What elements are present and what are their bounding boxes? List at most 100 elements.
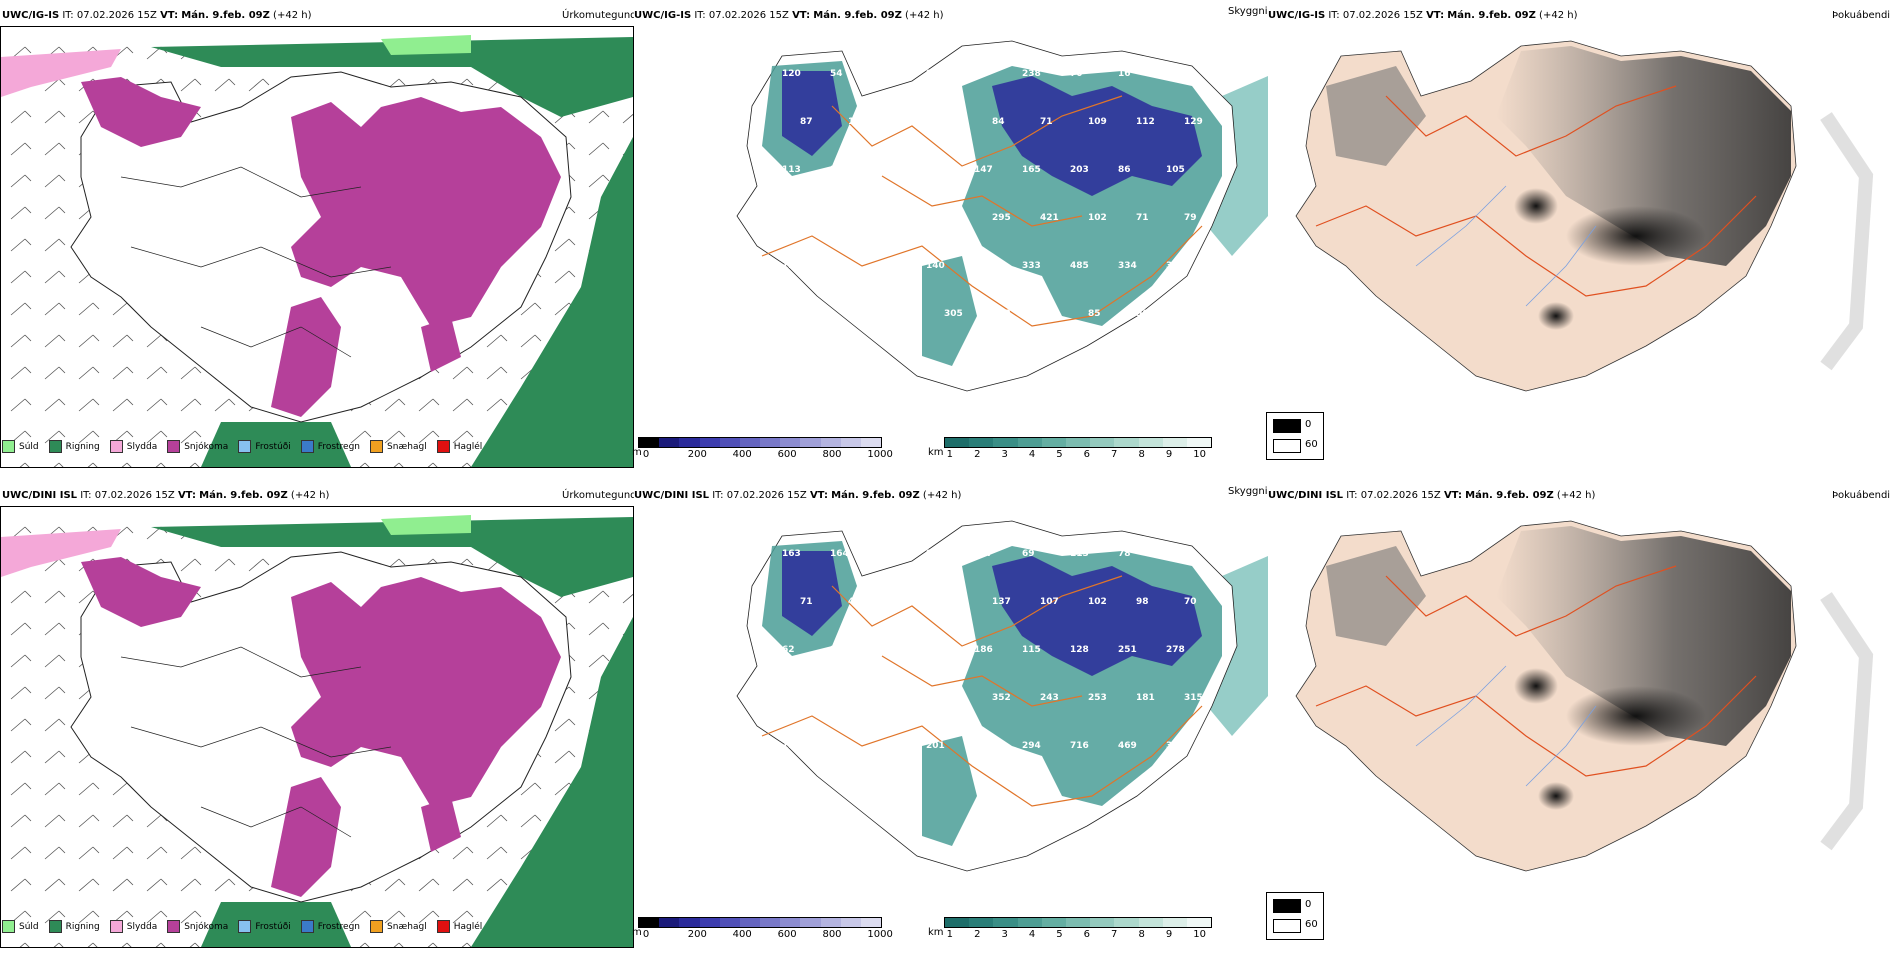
cloud-base-value: 336 <box>1166 741 1185 751</box>
cloud-base-value: 114 <box>878 261 897 271</box>
cloud-base-value: 315 <box>1184 693 1203 703</box>
legend-swatch <box>370 920 384 933</box>
fog-shading-west <box>1326 66 1426 166</box>
snow-area-east <box>421 797 461 852</box>
panel-title: UWC/IG-IS IT: 07.02.2026 15Z VT: Mán. 9.… <box>634 10 944 21</box>
sleet-area <box>1 529 121 577</box>
colorbar-tick: 4 <box>1028 449 1036 460</box>
legend-item: Slydda <box>109 440 158 453</box>
cloud-base-value: 89 <box>896 597 909 607</box>
legend-swatch <box>109 440 123 453</box>
fog-area-small <box>1514 188 1558 224</box>
rain-area-se <box>471 617 633 947</box>
cloud-base-value: 164 <box>830 549 849 559</box>
snow-area-south <box>271 777 341 897</box>
cloud-base-value: 105 <box>848 117 867 127</box>
panel-title: UWC/IG-IS IT: 07.02.2026 15Z VT: Mán. 9.… <box>2 10 312 21</box>
legend-swatch <box>2 920 15 933</box>
rain-area-sw <box>201 902 351 947</box>
colorbar-tick: 3 <box>1001 929 1008 940</box>
cloud-base-value: 251 <box>1118 645 1137 655</box>
rain-area-se <box>471 137 633 467</box>
colorbar-tick: 10 <box>1193 449 1206 460</box>
cloud-base-value: 253 <box>974 741 993 751</box>
colorbar-tick: 8 <box>1138 449 1145 460</box>
cloud-base-value: 94 <box>974 69 987 79</box>
cloud-base-value: 62 <box>782 645 795 655</box>
cloud-base-value: 334 <box>1118 261 1137 271</box>
cloud-base-colorbar: 0 200 400 600 800 1000 m <box>632 437 893 461</box>
fog-area-small <box>1514 668 1558 704</box>
cloud-base-value: 139 <box>800 309 819 319</box>
colorbar-tick: 800 <box>822 929 842 940</box>
roads <box>761 575 1203 807</box>
cloud-base-value: 337 <box>1166 261 1185 271</box>
fog-map[interactable] <box>1266 506 1900 926</box>
panel-title: UWC/DINI ISL IT: 07.02.2026 15Z VT: Mán.… <box>634 490 962 501</box>
cloud-base-value: 102 <box>1088 597 1107 607</box>
legend-label: Slydda <box>126 441 158 452</box>
cloud-base-value: 231 <box>830 357 849 367</box>
cloud-visibility-map[interactable]: 163 164 106 98 187 69 113 78 79 71 42 89 117 137 107 10… <box>632 506 1268 911</box>
cloud-base-value: 335 <box>830 741 849 751</box>
cloud-visibility-map[interactable]: 120 54 61 92 94 238 70 16 94 87 105 82 83 84 71 109 112 1… <box>632 26 1268 431</box>
cloud-base-area-west <box>782 71 842 156</box>
fog-panel: UWC/IG-IS IT: 07.02.2026 15Z VT: Mán. 9.… <box>1266 0 1900 475</box>
precip-legend: Súld Rigning Slydda Snjókoma Frostúði Frostre… <box>2 440 482 453</box>
cloud-base-value: 110 <box>926 645 945 655</box>
precip-legend: Súld Rigning Slydda Snjókoma Frostúði Frostre… <box>2 920 482 933</box>
fog-map[interactable] <box>1266 26 1900 446</box>
cloud-base-value: 86 <box>1118 165 1131 175</box>
cloud-base-value: 125 <box>782 261 801 271</box>
legend-label: Súld <box>19 921 39 932</box>
legend-label: Rigning <box>65 441 100 452</box>
legend-item: Súld <box>2 920 39 933</box>
cloud-visibility-panel: UWC/DINI ISL IT: 07.02.2026 15Z VT: Mán.… <box>632 480 1268 955</box>
precip-map[interactable] <box>0 506 634 948</box>
legend-label: Frostúði <box>255 921 291 932</box>
colorbar-tick: 3 <box>1001 449 1008 460</box>
cloud-base-value: 243 <box>1040 693 1059 703</box>
cloud-base-value: 421 <box>1040 213 1059 223</box>
snow-area-westfjords <box>81 77 201 147</box>
legend-item: Haglél <box>436 920 482 933</box>
precip-map[interactable] <box>0 26 634 468</box>
colorbar-tick: 1 <box>946 929 954 940</box>
legend-item: Frostúði <box>238 440 291 453</box>
cloud-base-value: 112 <box>1136 117 1155 127</box>
legend-label: Snæhagl <box>387 921 427 932</box>
colorbar-tick: 800 <box>822 449 842 460</box>
visibility-colorbar: 1 2 3 4 5 6 7 8 9 10 km <box>928 917 1212 941</box>
colorbar-tick: 5 <box>1056 929 1063 940</box>
rivers <box>1415 665 1597 787</box>
contour-lines <box>120 166 392 358</box>
legend-swatch <box>48 440 62 453</box>
cloud-base-value: 147 <box>974 165 993 175</box>
precip-map-svg <box>1 515 633 947</box>
cloud-base-value: 120 <box>782 69 801 79</box>
colorbar-tick: 400 <box>732 449 752 460</box>
cloud-base-value: 155 <box>782 741 801 751</box>
cloud-base-value: 102 <box>1088 213 1107 223</box>
cloud-base-value: 181 <box>1136 693 1155 703</box>
legend-swatch <box>436 920 450 933</box>
cloud-base-value: 82 <box>896 117 909 127</box>
colorbar-tick: 600 <box>777 929 797 940</box>
colorbar-tick: 0 <box>642 449 650 460</box>
cloud-base-value: 187 <box>848 693 867 703</box>
legend-item: Snæhagl <box>370 440 427 453</box>
colorbar-tick: 2 <box>974 449 981 460</box>
cloud-base-value: 716 <box>1070 741 1089 751</box>
forecast-row: UWC/DINI ISL IT: 07.02.2026 15Z VT: Mán.… <box>0 480 1900 955</box>
colorbar-tick: 0 <box>642 929 650 940</box>
drizzle-area <box>381 515 471 535</box>
cloud-base-value: 97 <box>878 165 891 175</box>
panel-name: Þokuábendi <box>1832 10 1891 21</box>
cloud-base-value: 113 <box>1070 549 1089 559</box>
colorbar-tick: 600 <box>777 449 797 460</box>
cloud-base-value: 109 <box>1088 117 1107 127</box>
drizzle-area <box>381 35 471 55</box>
panel-title: UWC/DINI ISL IT: 07.02.2026 15Z VT: Mán.… <box>2 490 330 501</box>
colorbar-tick: 9 <box>1165 929 1173 940</box>
cloud-base-value: 108 <box>926 165 945 175</box>
